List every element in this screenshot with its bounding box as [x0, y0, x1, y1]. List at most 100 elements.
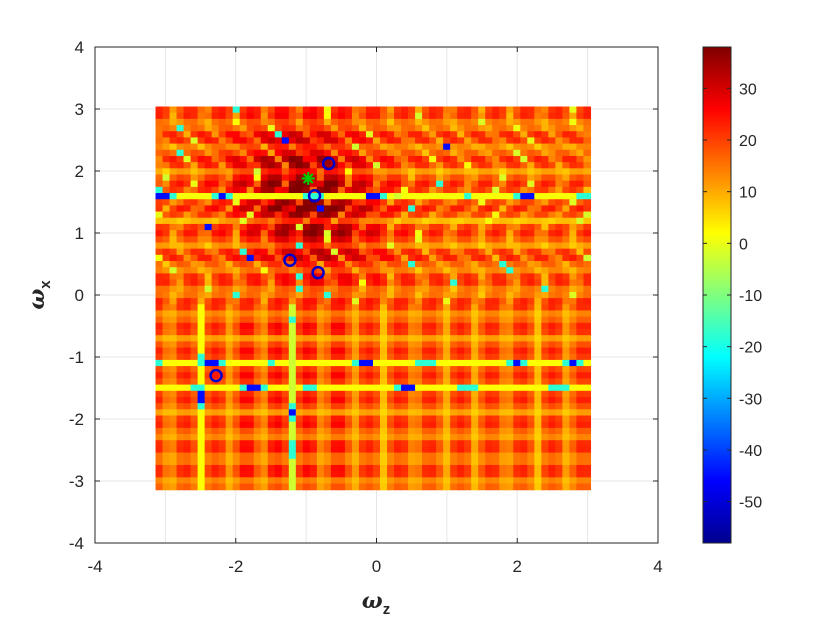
heatmap-cell: [443, 372, 451, 380]
heatmap-cell: [316, 168, 325, 176]
heatmap-cell: [358, 440, 367, 448]
heatmap-cell: [527, 199, 535, 206]
heatmap-cell: [218, 211, 227, 219]
heatmap-cell: [541, 353, 549, 361]
heatmap-cell: [351, 199, 360, 206]
heatmap-cell: [253, 261, 262, 268]
heatmap-cell: [218, 384, 227, 392]
heatmap-cell: [365, 304, 374, 312]
heatmap-cell: [422, 149, 430, 157]
heatmap-cell: [562, 199, 570, 206]
heatmap-cell: [527, 186, 535, 194]
heatmap-cell: [492, 409, 500, 417]
heatmap-cell: [562, 403, 570, 410]
heatmap-cell: [190, 149, 199, 157]
heatmap-cell: [534, 403, 542, 410]
heatmap-cell: [330, 378, 339, 386]
heatmap-cell: [295, 223, 304, 231]
heatmap-cell: [450, 174, 458, 182]
heatmap-cell: [281, 403, 290, 410]
heatmap-cell: [358, 347, 367, 355]
heatmap-cell: [281, 322, 290, 330]
heatmap-cell: [218, 335, 227, 342]
heatmap-cell: [351, 341, 360, 349]
heatmap-cell: [541, 378, 549, 386]
heatmap-cell: [576, 155, 585, 163]
heatmap-cell: [288, 230, 297, 237]
heatmap-cell: [211, 446, 220, 454]
heatmap-cell: [520, 162, 528, 169]
heatmap-cell: [387, 254, 395, 262]
heatmap-cell: [527, 409, 535, 417]
heatmap-cell: [471, 329, 479, 336]
heatmap-cell: [190, 421, 199, 429]
heatmap-cell: [513, 409, 521, 417]
heatmap-cell: [253, 242, 262, 250]
heatmap-cell: [478, 341, 486, 349]
heatmap-cell: [330, 186, 339, 194]
heatmap-cell: [218, 199, 227, 206]
heatmap-cell: [183, 316, 192, 324]
heatmap-cell: [211, 335, 220, 342]
heatmap-cell: [225, 236, 234, 244]
heatmap-cell: [155, 248, 164, 256]
heatmap-cell: [548, 483, 556, 491]
heatmap-cell: [422, 155, 430, 163]
heatmap-cell: [330, 390, 339, 398]
heatmap-cell: [372, 131, 381, 139]
heatmap-cell: [422, 261, 430, 268]
heatmap-cell: [499, 285, 507, 293]
heatmap-cell: [267, 199, 276, 206]
heatmap-cell: [478, 230, 486, 237]
heatmap-cell: [520, 155, 528, 163]
heatmap-cell: [401, 125, 409, 132]
heatmap-cell: [211, 205, 220, 213]
heatmap-cell: [394, 329, 402, 336]
heatmap-cell: [351, 242, 360, 250]
heatmap-cell: [288, 310, 297, 318]
heatmap-cell: [527, 471, 535, 478]
heatmap-cell: [267, 248, 276, 256]
heatmap-cell: [260, 291, 269, 299]
heatmap-cell: [436, 273, 444, 281]
heatmap-cell: [295, 217, 304, 225]
heatmap-cell: [351, 471, 360, 478]
heatmap-cell: [288, 180, 297, 188]
heatmap-cell: [162, 279, 171, 287]
heatmap-cell: [379, 409, 388, 417]
heatmap-cell: [401, 106, 409, 114]
heatmap-cell: [225, 155, 234, 163]
heatmap-cell: [569, 223, 578, 231]
heatmap-cell: [344, 415, 353, 423]
marker-layer: [209, 156, 336, 383]
heatmap-cell: [330, 464, 339, 472]
heatmap-cell: [569, 291, 578, 299]
heatmap-cell: [513, 254, 521, 262]
heatmap-cell: [232, 483, 241, 491]
heatmap-cell: [492, 291, 500, 299]
heatmap-cell: [358, 217, 367, 225]
heatmap-cell: [169, 310, 178, 318]
heatmap-cell: [506, 329, 514, 336]
heatmap-cell: [344, 477, 353, 485]
heatmap-cell: [492, 446, 500, 454]
heatmap-cell: [155, 211, 164, 219]
x-axis-label: ωz: [362, 588, 390, 618]
heatmap-cell: [408, 149, 416, 157]
heatmap-cell: [422, 298, 430, 305]
heatmap-cell: [274, 248, 283, 256]
heatmap-cell: [225, 347, 234, 355]
heatmap-cell: [478, 199, 486, 206]
heatmap-cell: [408, 366, 416, 373]
heatmap-cell: [379, 384, 388, 392]
heatmap-cell: [422, 403, 430, 410]
heatmap-cell: [534, 458, 542, 466]
heatmap-cell: [246, 112, 255, 120]
heatmap-cell: [457, 223, 465, 231]
heatmap-cell: [351, 446, 360, 454]
heatmap-cell: [372, 118, 381, 126]
heatmap-cell: [197, 125, 206, 132]
heatmap-cell: [548, 291, 556, 299]
heatmap-cell: [429, 118, 437, 126]
heatmap-cell: [197, 137, 206, 145]
